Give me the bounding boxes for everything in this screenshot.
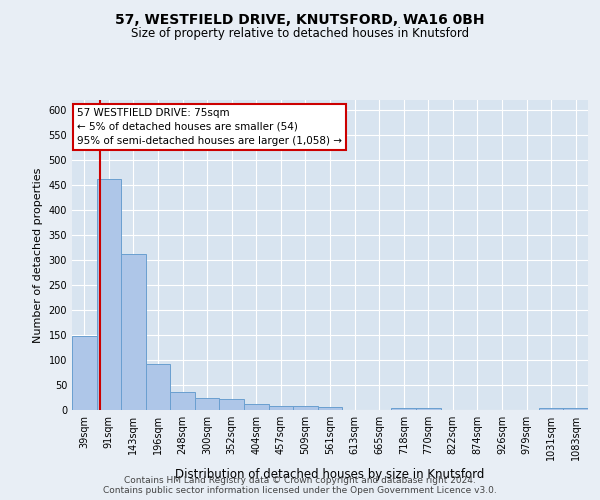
Bar [146,364,170,410]
Bar [244,404,269,410]
Bar [97,179,121,410]
Bar [72,336,97,410]
Bar [563,408,588,410]
Text: Size of property relative to detached houses in Knutsford: Size of property relative to detached ho… [131,28,469,40]
Bar [220,398,244,410]
Bar [318,407,342,410]
X-axis label: Distribution of detached houses by size in Knutsford: Distribution of detached houses by size … [175,468,485,481]
Bar [195,398,220,410]
Bar [121,254,146,410]
Bar [539,408,563,410]
Bar [416,408,440,410]
Bar [269,406,293,410]
Text: 57 WESTFIELD DRIVE: 75sqm
← 5% of detached houses are smaller (54)
95% of semi-d: 57 WESTFIELD DRIVE: 75sqm ← 5% of detach… [77,108,342,146]
Text: 57, WESTFIELD DRIVE, KNUTSFORD, WA16 0BH: 57, WESTFIELD DRIVE, KNUTSFORD, WA16 0BH [115,12,485,26]
Bar [170,392,195,410]
Text: Contains HM Land Registry data © Crown copyright and database right 2024.
Contai: Contains HM Land Registry data © Crown c… [103,476,497,495]
Bar [391,408,416,410]
Bar [293,406,318,410]
Y-axis label: Number of detached properties: Number of detached properties [33,168,43,342]
